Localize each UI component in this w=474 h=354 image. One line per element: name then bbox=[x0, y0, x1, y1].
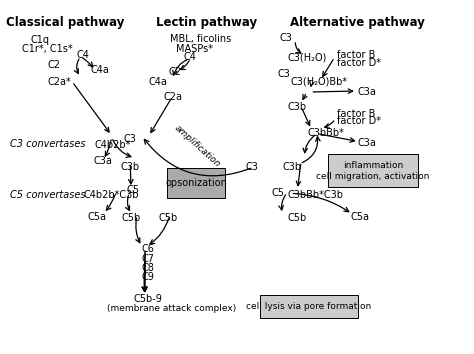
Text: C4: C4 bbox=[183, 52, 196, 62]
Text: C5b: C5b bbox=[287, 213, 306, 223]
Text: C3b: C3b bbox=[287, 102, 306, 112]
Text: C4: C4 bbox=[77, 50, 90, 60]
Text: C2a*: C2a* bbox=[47, 77, 71, 87]
Text: C4a: C4a bbox=[91, 65, 109, 75]
Text: C4a: C4a bbox=[149, 77, 168, 87]
Text: Classical pathway: Classical pathway bbox=[6, 16, 124, 29]
Text: factor B: factor B bbox=[337, 109, 375, 119]
Text: C2a: C2a bbox=[164, 92, 182, 102]
Text: C9: C9 bbox=[142, 272, 155, 282]
Text: C5b: C5b bbox=[122, 213, 141, 223]
Text: C2: C2 bbox=[47, 60, 61, 70]
Text: C5a: C5a bbox=[351, 212, 370, 222]
Text: C3a: C3a bbox=[94, 156, 113, 166]
Text: C4b2b*: C4b2b* bbox=[94, 140, 131, 150]
Text: Lectin pathway: Lectin pathway bbox=[156, 16, 257, 29]
Text: C3b: C3b bbox=[121, 161, 140, 172]
Text: C8: C8 bbox=[142, 263, 155, 273]
Text: amplification: amplification bbox=[173, 123, 222, 169]
Text: C3bBb*: C3bBb* bbox=[308, 127, 345, 138]
Text: C4b2b*C3b: C4b2b*C3b bbox=[84, 190, 139, 200]
Text: C5: C5 bbox=[127, 185, 139, 195]
Text: C3: C3 bbox=[123, 134, 136, 144]
Text: C3: C3 bbox=[246, 161, 258, 172]
Text: C5b-9: C5b-9 bbox=[134, 294, 163, 304]
Text: C2: C2 bbox=[168, 67, 181, 77]
Text: C7: C7 bbox=[142, 253, 155, 263]
Text: opsonization: opsonization bbox=[165, 178, 228, 188]
Text: factor D*: factor D* bbox=[337, 57, 381, 68]
Text: C1q: C1q bbox=[30, 35, 49, 45]
Text: factor B: factor B bbox=[337, 50, 375, 60]
Text: C6: C6 bbox=[142, 244, 155, 254]
Text: C1r*, C1s*: C1r*, C1s* bbox=[22, 44, 73, 54]
FancyBboxPatch shape bbox=[260, 295, 358, 318]
Text: C3b: C3b bbox=[283, 161, 301, 172]
Text: MASPs*: MASPs* bbox=[176, 44, 213, 54]
Text: C3bBb*C3b: C3bBb*C3b bbox=[287, 190, 343, 200]
Text: C5a: C5a bbox=[87, 212, 107, 222]
Text: C5b: C5b bbox=[159, 213, 178, 223]
Text: C3(H₂O)Bb*: C3(H₂O)Bb* bbox=[291, 76, 347, 87]
Text: C3 convertases: C3 convertases bbox=[10, 139, 86, 149]
Text: factor D*: factor D* bbox=[337, 116, 381, 126]
Text: C3(H₂O): C3(H₂O) bbox=[287, 52, 327, 62]
Text: MBL, ficolins: MBL, ficolins bbox=[170, 34, 231, 44]
FancyBboxPatch shape bbox=[328, 154, 418, 187]
Text: inflammation
cell migration, activation: inflammation cell migration, activation bbox=[316, 161, 429, 181]
Text: C3: C3 bbox=[278, 69, 291, 79]
Text: C5 convertases: C5 convertases bbox=[10, 190, 86, 200]
Text: C5: C5 bbox=[272, 188, 285, 198]
Text: Alternative pathway: Alternative pathway bbox=[291, 16, 425, 29]
Text: C3a: C3a bbox=[358, 87, 377, 97]
Text: C3: C3 bbox=[280, 33, 292, 43]
Text: (membrane attack complex): (membrane attack complex) bbox=[107, 304, 236, 313]
Text: C3a: C3a bbox=[358, 138, 377, 148]
Text: cell lysis via pore formation: cell lysis via pore formation bbox=[246, 302, 372, 311]
FancyBboxPatch shape bbox=[167, 169, 226, 198]
